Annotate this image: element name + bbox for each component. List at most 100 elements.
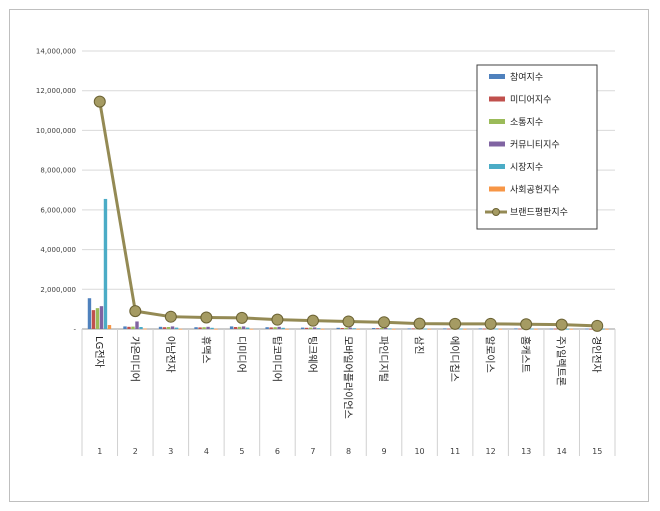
y-tick-label: - [73, 326, 76, 334]
bar [514, 328, 518, 330]
reputation-line [93, 95, 604, 332]
bar [300, 327, 305, 329]
bar [202, 327, 206, 329]
category-number: 10 [414, 447, 424, 456]
category-number: 5 [239, 447, 244, 456]
category-number: 13 [521, 447, 531, 456]
line-point [129, 305, 142, 318]
bar [320, 328, 325, 330]
bar [565, 328, 570, 330]
line-point [555, 318, 568, 331]
bar [376, 328, 380, 330]
category-label: 모바일어플라이언스 [342, 336, 354, 419]
bar [131, 326, 135, 329]
line-point [484, 317, 497, 330]
line-point [342, 315, 355, 328]
category-number: 8 [346, 447, 351, 456]
bar [384, 328, 388, 329]
category-number: 14 [557, 447, 567, 456]
legend-swatch [489, 186, 505, 192]
bar [340, 328, 344, 329]
line-point [449, 317, 462, 330]
bar [127, 326, 131, 329]
y-tick-label: 14,000,000 [36, 48, 76, 56]
category-label: 아남전자 [164, 336, 176, 373]
bar [143, 328, 147, 330]
category-number: 11 [450, 447, 460, 456]
bar [344, 327, 348, 329]
bar [569, 328, 574, 330]
bar [99, 306, 104, 329]
bar [206, 326, 210, 329]
legend-box [476, 64, 598, 230]
y-tick-label: 8,000,000 [40, 167, 76, 175]
category-label: 휴맥스 [199, 336, 211, 364]
category-label: LG전자 [93, 336, 105, 368]
bar [285, 328, 289, 330]
bar [107, 325, 112, 329]
bar [241, 326, 246, 329]
legend-swatch [489, 74, 505, 79]
line-point [520, 318, 533, 331]
bar [158, 326, 163, 329]
category-number: 2 [133, 447, 138, 456]
bar [135, 321, 139, 329]
bar [459, 328, 463, 330]
bar [356, 328, 360, 330]
legend-label: 소통지수 [510, 117, 543, 128]
category-number: 1 [97, 447, 102, 456]
legend-label: 사회공헌지수 [510, 185, 560, 196]
legend-label: 시장지수 [510, 162, 543, 173]
bar [447, 328, 451, 330]
bar [336, 327, 340, 329]
bar [388, 328, 392, 330]
category-number: 12 [486, 447, 496, 456]
bar [277, 326, 281, 329]
bar [549, 328, 554, 330]
bar [237, 326, 242, 329]
legend-label: 미디어지수 [510, 95, 551, 106]
bar [427, 328, 431, 330]
category-label: 경인전자 [590, 336, 603, 373]
bar [585, 328, 589, 330]
chart-frame: - 2,000,000 4,000,000 6,000,000 8,000,000 10,… [9, 9, 649, 502]
bar [170, 326, 175, 329]
bar [87, 298, 92, 329]
category-number: 4 [204, 447, 209, 456]
category-label: 디미디어 [235, 336, 247, 373]
category-label: 삼진 [413, 336, 425, 354]
y-axis-tick-labels: - 2,000,000 4,000,000 6,000,000 8,000,000 10,… [36, 48, 77, 334]
legend-swatch [489, 96, 505, 102]
bar [372, 328, 376, 329]
bar [273, 327, 277, 329]
category-number: 9 [381, 447, 386, 456]
category-label: 팅크웨어 [306, 336, 318, 373]
legend-label: 커뮤니티지수 [510, 140, 560, 151]
line-point [378, 316, 391, 329]
bar [249, 328, 254, 330]
bar [589, 328, 593, 330]
category-label: 파인디지털 [377, 336, 389, 382]
bar [198, 327, 202, 329]
bar [411, 328, 415, 330]
bar [494, 328, 499, 330]
legend-swatch [489, 119, 505, 124]
bar [423, 328, 427, 330]
grid-lines [81, 50, 616, 456]
x-axis-categories: LG전자 1 가온미디어 2 아남전자 3 휴맥스 4 디미디어 5 탑코미디어 6 팅크웨어 7 모바일어… [93, 336, 603, 456]
category-number: 7 [310, 447, 315, 456]
bar [194, 327, 198, 329]
category-label: 주)일렉트론 [555, 336, 567, 386]
bar [233, 327, 238, 329]
bar [95, 308, 100, 329]
bar [162, 327, 167, 329]
bar [178, 328, 183, 330]
category-number: 6 [275, 447, 280, 456]
legend-label: 브랜드평판지수 [510, 207, 568, 218]
bar [139, 327, 143, 329]
line-point [164, 310, 177, 323]
bar [478, 328, 483, 330]
brand-reputation-chart: - 2,000,000 4,000,000 6,000,000 8,000,000 10,… [36, 48, 616, 456]
bar [482, 328, 487, 330]
